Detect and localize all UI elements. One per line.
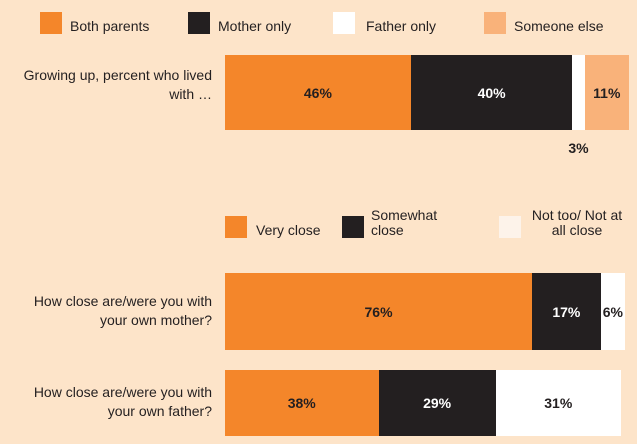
legend-swatch [342, 216, 364, 238]
legend-label: Mother only [218, 18, 292, 34]
bar-segment [225, 370, 379, 436]
legend-swatch [188, 12, 210, 34]
value-label: 3% [568, 140, 589, 156]
legend-label: Somewhat close [371, 207, 438, 238]
bar-segment [378, 370, 496, 436]
legend-label: Very close [256, 222, 321, 238]
value-label: 38% [287, 395, 316, 411]
legend-swatch [484, 12, 506, 34]
value-label: 40% [477, 84, 506, 101]
bar-segment [225, 273, 533, 350]
bar-segment [495, 370, 621, 436]
bar-segment [584, 55, 629, 130]
category-label: How close are/were you with your own fat… [33, 384, 212, 419]
value-label: 46% [303, 84, 332, 101]
legend-label: Not too/ Not at all close [531, 207, 623, 238]
value-label: 11% [593, 84, 621, 101]
legend-label: Both parents [70, 18, 150, 34]
value-label: 17% [552, 303, 581, 320]
value-label: 29% [423, 395, 452, 411]
bar-segment [600, 273, 625, 350]
legend-swatch [333, 12, 355, 34]
value-label: 6% [602, 303, 623, 320]
category-label: Growing up, percent who lived with … [23, 67, 212, 102]
value-label: 76% [364, 303, 393, 320]
legend-swatch [499, 216, 521, 238]
category-label: How close are/were you with your own mot… [33, 293, 212, 328]
bar-segment [572, 55, 585, 130]
bar-segment [532, 273, 601, 350]
legend-swatch [225, 216, 247, 238]
legend-label: Someone else [514, 18, 604, 34]
bar-segment [410, 55, 573, 130]
legend-label: Father only [366, 18, 437, 34]
legend-swatch [40, 12, 62, 34]
value-label: 31% [544, 395, 573, 411]
bar-segment [225, 55, 411, 130]
